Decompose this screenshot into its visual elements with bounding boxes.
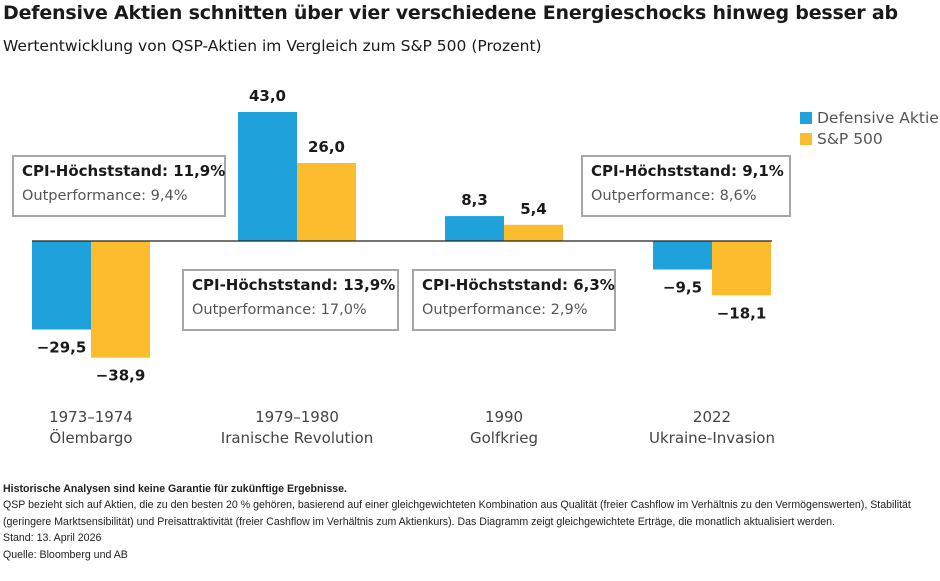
bar-sp500 — [91, 241, 150, 358]
x-tick-label-period: 2022 — [693, 408, 731, 426]
bar-sp500 — [712, 241, 771, 296]
callout-1979: CPI-Höchststand: 13,9% Outperformance: 1… — [182, 269, 399, 331]
callout-outperformance: Outperformance: 8,6% — [591, 188, 757, 204]
x-tick-label-event: Iranische Revolution — [221, 429, 373, 447]
x-tick-label-event: Ukraine-Invasion — [649, 429, 775, 447]
callout-cpi-peak: CPI-Höchststand: 6,3% — [422, 276, 615, 294]
data-label: 26,0 — [308, 138, 345, 156]
bar-defensive — [653, 241, 712, 270]
x-tick-label-period: 1979–1980 — [255, 408, 339, 426]
data-label: 43,0 — [249, 87, 286, 105]
callout-cpi-peak: CPI-Höchststand: 11,9% — [22, 162, 226, 180]
legend: Defensive Aktien S&P 500 — [800, 107, 940, 149]
callout-1990: CPI-Höchststand: 6,3% Outperformance: 2,… — [412, 269, 616, 331]
legend-label: Defensive Aktien — [817, 108, 940, 127]
legend-swatch-sp500 — [800, 132, 812, 145]
x-tick-label-event: Golfkrieg — [470, 429, 538, 447]
data-label: −29,5 — [37, 339, 87, 357]
data-label: −18,1 — [717, 304, 767, 322]
legend-item-defensive: Defensive Aktien — [800, 107, 940, 128]
footnote-source: Quelle: Bloomberg und AB — [3, 548, 128, 561]
callout-outperformance: Outperformance: 9,4% — [22, 188, 188, 204]
bar-defensive — [238, 112, 297, 241]
bar-defensive — [445, 216, 504, 241]
callout-1973: CPI-Höchststand: 11,9% Outperformance: 9… — [12, 155, 226, 217]
callout-2022: CPI-Höchststand: 9,1% Outperformance: 8,… — [581, 155, 791, 217]
footnote-definition: QSP bezieht sich auf Aktien, die zu den … — [3, 499, 911, 528]
callout-cpi-peak: CPI-Höchststand: 13,9% — [192, 276, 396, 294]
legend-item-sp500: S&P 500 — [800, 128, 940, 149]
bar-chart: −29,5 −38,9 1973–1974 Ölembargo 43,0 26,0 1979… — [32, 87, 775, 447]
chart-title: Defensive Aktien schnitten über vier ver… — [3, 2, 898, 24]
legend-label: S&P 500 — [817, 129, 883, 148]
data-label: 8,3 — [461, 191, 488, 209]
callout-outperformance: Outperformance: 2,9% — [422, 302, 588, 318]
bar-sp500 — [504, 224, 563, 241]
legend-swatch-defensive — [800, 111, 812, 124]
footnote-date: Stand: 13. April 2026 — [3, 532, 102, 545]
data-label: −9,5 — [663, 279, 702, 297]
bar-sp500 — [297, 163, 356, 241]
footnotes: Historische Analysen sind keine Garantie… — [3, 481, 937, 563]
chart-subtitle: Wertentwicklung von QSP-Aktien im Vergle… — [3, 37, 542, 55]
bar-defensive — [32, 241, 91, 330]
data-label: 5,4 — [520, 200, 547, 218]
data-label: −38,9 — [96, 367, 146, 385]
x-tick-label-event: Ölembargo — [49, 428, 132, 447]
x-tick-label-period: 1990 — [485, 408, 523, 426]
footnote-disclaimer: Historische Analysen sind keine Garantie… — [3, 483, 347, 495]
callout-cpi-peak: CPI-Höchststand: 9,1% — [591, 162, 784, 180]
callout-outperformance: Outperformance: 17,0% — [192, 302, 367, 318]
x-tick-label-period: 1973–1974 — [49, 408, 133, 426]
